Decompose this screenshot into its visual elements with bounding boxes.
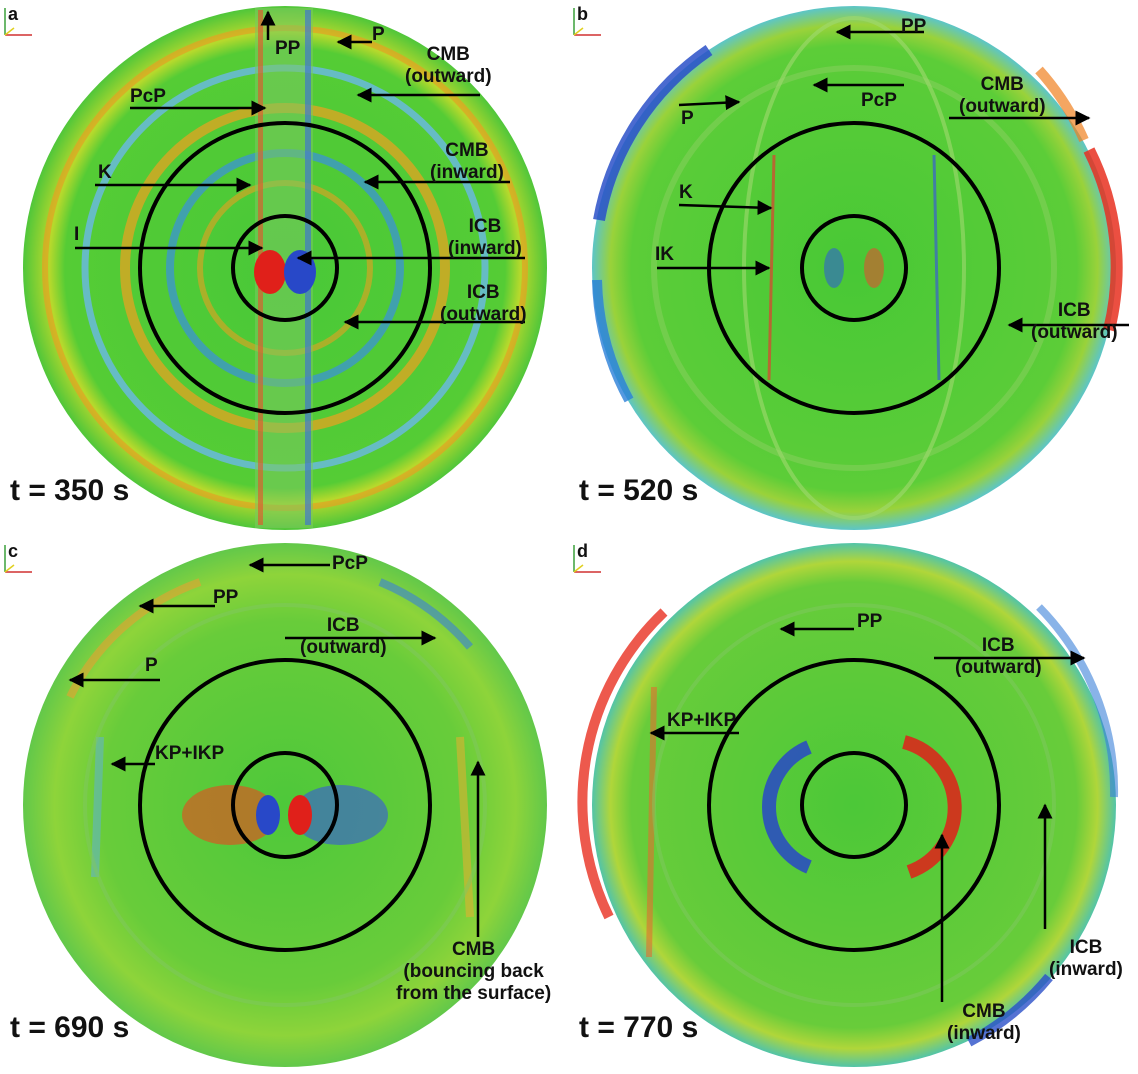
label-cmb-outward: CMB (outward)	[959, 74, 1046, 117]
cmb-circle	[138, 121, 432, 415]
cmb-circle	[138, 658, 432, 952]
label-p: P	[372, 24, 385, 45]
panel-letter: d	[577, 541, 588, 561]
label-pp: PP	[857, 611, 883, 632]
label-icb-outward: ICB (outward)	[300, 615, 387, 658]
time-label: t = 770 s	[579, 1011, 699, 1044]
panel-d: d PP ICB (outward) KP+IKP ICB (inward) C…	[569, 537, 1138, 1074]
label-cmb-outward: CMB (outward)	[405, 44, 492, 87]
time-label: t = 350 s	[10, 474, 130, 507]
label-p: P	[145, 655, 158, 676]
panel-a: a PP P PcP CMB (outward) K CMB (inward) …	[0, 0, 569, 537]
label-cmb-bouncing: CMB (bouncing back from the surface)	[396, 939, 552, 1004]
wavefield-c	[23, 543, 547, 1067]
wavefield-a	[23, 6, 547, 530]
label-icb-outward: ICB (outward)	[1031, 300, 1118, 343]
label-pcp: PcP	[130, 86, 166, 107]
earth-disc	[23, 543, 547, 1067]
label-k: K	[679, 182, 693, 203]
label-kp-ikp: KP+IKP	[667, 710, 737, 731]
label-p: P	[681, 108, 694, 129]
cmb-circle	[707, 658, 1001, 952]
label-icb-inward: ICB (inward)	[448, 216, 522, 259]
label-icb-outward: ICB (outward)	[440, 282, 527, 325]
label-kp-ikp: KP+IKP	[155, 743, 225, 764]
label-icb-outward: ICB (outward)	[955, 635, 1042, 678]
icb-circle	[231, 751, 339, 859]
axes-triad-icon	[4, 8, 32, 36]
panel-letter: a	[8, 4, 19, 24]
panel-letter: b	[577, 4, 588, 24]
panel-letter: c	[8, 541, 19, 561]
label-i: I	[74, 224, 80, 245]
label-pcp: PcP	[861, 90, 897, 111]
axes-triad-icon	[573, 8, 601, 36]
panel-c: c PcP PP ICB (outward) P KP+IKP CMB (bou…	[0, 537, 569, 1074]
label-icb-inward: ICB (inward)	[1049, 937, 1123, 980]
label-pp: PP	[275, 38, 301, 59]
label-k: K	[98, 162, 112, 183]
axes-triad-icon	[4, 545, 32, 573]
label-pp: PP	[901, 16, 927, 37]
time-label: t = 690 s	[10, 1011, 130, 1044]
wavefield-b	[592, 6, 1129, 530]
icb-circle	[800, 751, 908, 859]
label-cmb-inward: CMB (inward)	[947, 1001, 1021, 1044]
label-pp: PP	[213, 587, 239, 608]
label-pcp: PcP	[332, 553, 368, 574]
label-ik: IK	[655, 244, 674, 265]
axes-triad-icon	[573, 545, 601, 573]
panel-b: b PP PcP CMB (outward) P K IK ICB (outwa…	[569, 0, 1138, 537]
earth-disc	[592, 543, 1116, 1067]
icb-circle	[231, 214, 339, 322]
icb-circle	[800, 214, 908, 322]
time-label: t = 520 s	[579, 474, 699, 507]
label-cmb-inward: CMB (inward)	[430, 140, 504, 183]
earth-disc	[592, 6, 1116, 530]
wavefield-d	[577, 543, 1119, 1067]
